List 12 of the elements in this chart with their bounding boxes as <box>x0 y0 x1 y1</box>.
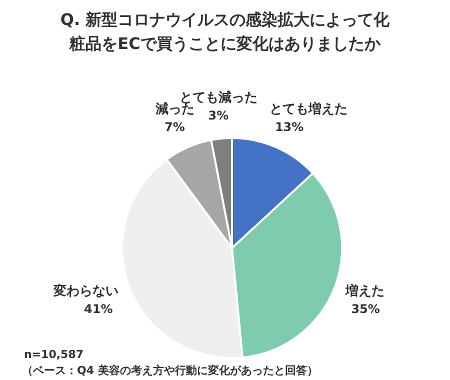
data-label: 7% <box>164 120 185 134</box>
data-label: 35% <box>351 302 380 316</box>
slice-label: とても増えた <box>269 100 348 117</box>
text: （ベース：Q4 美容の考え方や行動に変化があったと回答） <box>22 364 318 377</box>
slice-label: 増えた <box>344 283 385 300</box>
data-label: 41% <box>84 302 113 316</box>
slice-label: 変わらない <box>52 283 118 300</box>
chart-title: Q. 新型コロナウイルスの感染拡大によって化粧品をECで買うことに変化はありましたか <box>59 9 391 55</box>
data-label: 13% <box>274 120 304 134</box>
data-label: 3% <box>208 108 229 123</box>
slice-label: 減った <box>154 102 195 117</box>
text: n=10,587 <box>24 348 84 361</box>
